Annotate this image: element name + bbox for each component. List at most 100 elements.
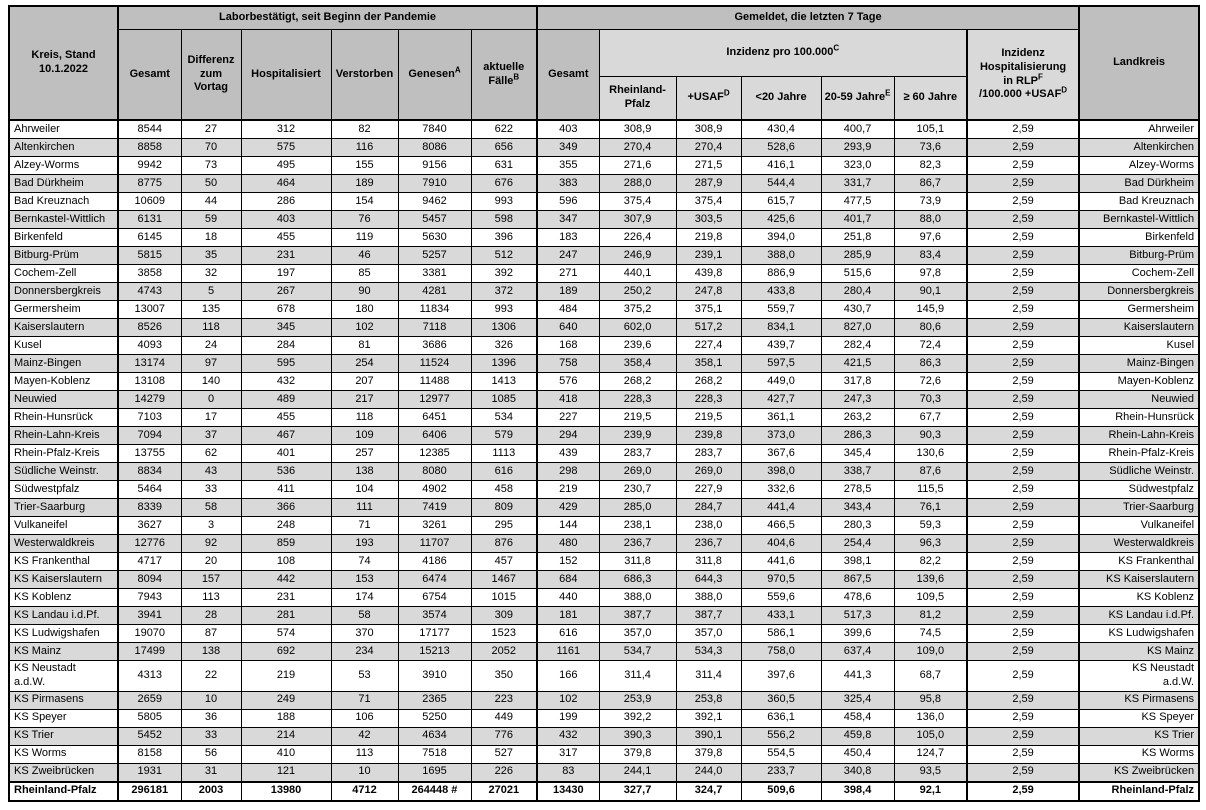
column-header-verstorben: Verstorben [330, 29, 399, 121]
kreis-name: KS Worms [8, 744, 119, 764]
value-cell: 264448 # [397, 780, 472, 801]
value-cell: 455 [240, 408, 332, 427]
value-cell: 270,4 [675, 138, 742, 157]
value-cell: 124,7 [893, 744, 968, 764]
value-cell: 105,1 [893, 119, 968, 139]
value-cell: 2,59 [966, 462, 1080, 481]
value-cell: 82,3 [893, 156, 968, 175]
value-cell: 44 [180, 192, 242, 211]
value-cell: 7118 [397, 318, 472, 337]
value-cell: 388,0 [598, 588, 677, 607]
value-cell: 286 [240, 192, 332, 211]
kreis-name: Cochem-Zell [8, 264, 119, 283]
value-cell: 375,4 [675, 192, 742, 211]
value-cell: 283,7 [598, 444, 677, 463]
kreis-name: Germersheim [8, 300, 119, 319]
group-header-laborbestaetigt: Laborbestätigt, seit Beginn der Pandemie [116, 5, 538, 30]
value-cell: 441,4 [740, 498, 822, 517]
value-cell: 457 [470, 552, 538, 571]
value-cell: 219,8 [675, 228, 742, 247]
landkreis-name: KS Neustadt a.d.W. [1078, 660, 1200, 692]
value-cell: 2,59 [966, 408, 1080, 427]
footnote-c: C [833, 43, 840, 53]
value-cell: 441,6 [740, 552, 822, 571]
value-cell: 18 [180, 228, 242, 247]
value-cell: 332,6 [740, 480, 822, 499]
value-cell: 458 [470, 480, 538, 499]
value-cell: 24 [180, 336, 242, 355]
value-cell: 7943 [117, 588, 182, 607]
value-cell: 399,6 [820, 624, 895, 643]
value-cell: 157 [180, 570, 242, 589]
value-cell: 517,2 [675, 318, 742, 337]
value-cell: 207 [330, 372, 399, 391]
landkreis-name: KS Kaiserslautern [1078, 570, 1200, 589]
value-cell: 392,2 [598, 708, 677, 728]
value-cell: 684 [536, 570, 600, 589]
kreis-name: Mayen-Koblenz [8, 372, 119, 391]
value-cell: 450,4 [820, 744, 895, 764]
value-cell: 308,9 [675, 119, 742, 139]
table-body: Ahrweiler 8544 27 312 82 7840 622 403 308,9 308,9… [8, 119, 1200, 801]
value-cell: 96,3 [893, 534, 968, 553]
column-header-differenz-vortag: Differenz zum Vortag [180, 29, 242, 121]
value-cell: 86,7 [893, 174, 968, 193]
table-row: KS Speyer 5805 36 188 106 5250 449 199 392,2 392,… [8, 708, 1200, 728]
value-cell: 312 [240, 119, 332, 139]
value-cell: 2,59 [966, 762, 1080, 782]
value-cell: 11524 [397, 354, 472, 373]
value-cell: 2,59 [966, 426, 1080, 445]
value-cell: 345,4 [820, 444, 895, 463]
value-cell: 8158 [117, 744, 182, 764]
value-cell: 231 [240, 246, 332, 265]
value-cell: 42 [330, 726, 399, 746]
value-cell: 283,7 [675, 444, 742, 463]
value-cell: 8775 [117, 174, 182, 193]
value-cell: 357,0 [675, 624, 742, 643]
value-cell: 238,1 [598, 516, 677, 535]
value-cell: 82,2 [893, 552, 968, 571]
column-header-hospitalisiert: Hospitalisiert [240, 29, 332, 121]
kreis-name: Westerwaldkreis [8, 534, 119, 553]
value-cell: 233,7 [740, 762, 822, 782]
landkreis-name: Südliche Weinstr. [1078, 462, 1200, 481]
value-cell: 5805 [117, 708, 182, 728]
value-cell: 73 [180, 156, 242, 175]
value-cell: 2,59 [966, 282, 1080, 301]
table-row: Rhein-Lahn-Kreis 7094 37 467 109 6406 579 294 23… [8, 426, 1200, 445]
value-cell: 33 [180, 480, 242, 499]
value-cell: 347 [536, 210, 600, 229]
value-cell: 13980 [240, 780, 332, 801]
value-cell: 152 [536, 552, 600, 571]
table-row: Westerwaldkreis 12776 92 859 193 11707 876 480 2… [8, 534, 1200, 553]
value-cell: 442 [240, 570, 332, 589]
value-cell: 467 [240, 426, 332, 445]
value-cell: 219 [240, 660, 332, 692]
value-cell: 268,2 [598, 372, 677, 391]
value-cell: 239,1 [675, 246, 742, 265]
value-cell: 2,59 [966, 336, 1080, 355]
kreis-name: Bitburg-Prüm [8, 246, 119, 265]
table-row: KS Zweibrücken 1931 31 121 10 1695 226 83 244,1 2… [8, 762, 1200, 782]
landkreis-name: Ahrweiler [1078, 119, 1200, 139]
value-cell: 189 [536, 282, 600, 301]
value-cell: 226,4 [598, 228, 677, 247]
value-cell: 4634 [397, 726, 472, 746]
value-cell: 154 [330, 192, 399, 211]
kreis-name: KS Landau i.d.Pf. [8, 606, 119, 625]
value-cell: 515,6 [820, 264, 895, 283]
value-cell: 5464 [117, 480, 182, 499]
corner-header-kreis-stand: Kreis, Stand 10.1.2022 [8, 5, 119, 121]
value-cell: 616 [470, 462, 538, 481]
column-header-genesen: GenesenA [397, 29, 472, 121]
value-cell: 3 [180, 516, 242, 535]
landkreis-name: KS Worms [1078, 744, 1200, 764]
value-cell: 8094 [117, 570, 182, 589]
table-row: Kaiserslautern 8526 118 345 102 7118 1306 640 60… [8, 318, 1200, 337]
value-cell: 2,59 [966, 570, 1080, 589]
value-cell: 383 [536, 174, 600, 193]
value-cell: 138 [180, 642, 242, 661]
footnote-d2: D [1061, 85, 1068, 95]
value-cell: 534,3 [675, 642, 742, 661]
value-cell: 115,5 [893, 480, 968, 499]
